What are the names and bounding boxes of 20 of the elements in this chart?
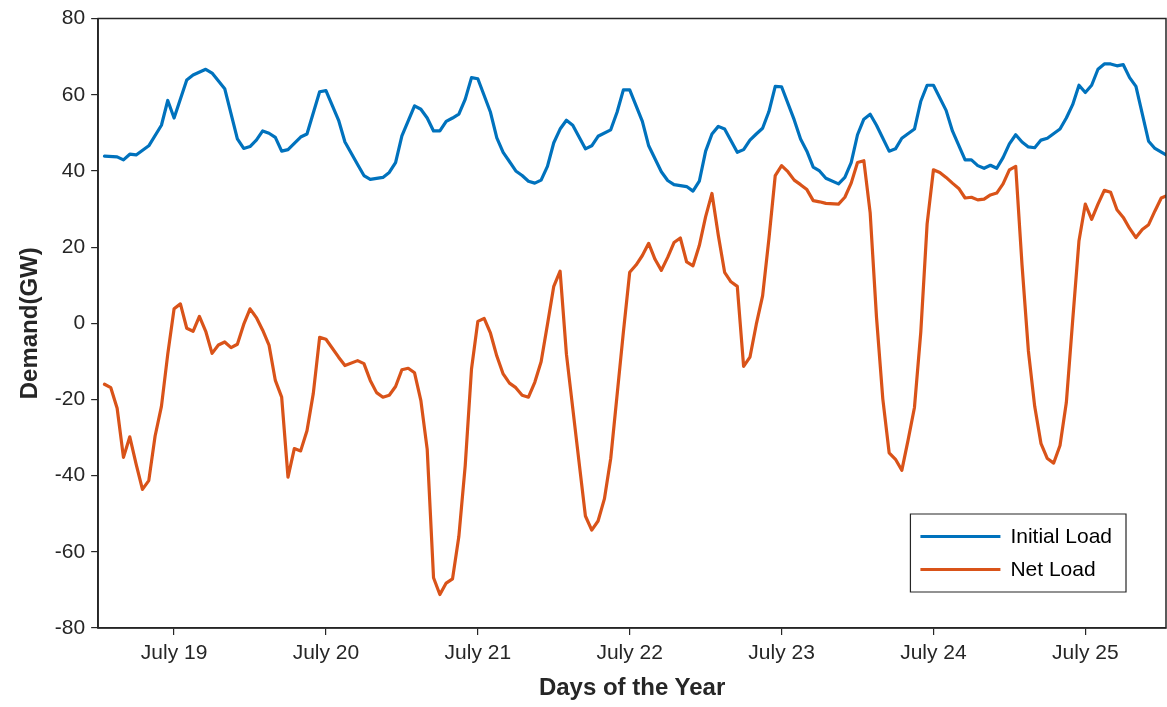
- y-tick-label: 20: [61, 233, 86, 257]
- y-tick-label: -40: [54, 462, 86, 486]
- y-tick-label: -20: [54, 386, 86, 410]
- x-tick-label: July 20: [292, 640, 360, 664]
- x-tick-label: July 21: [444, 640, 512, 664]
- y-tick-label: 40: [61, 157, 86, 181]
- y-tick-label: -80: [54, 614, 86, 638]
- y-tick-label: 80: [61, 5, 86, 29]
- x-tick-label: July 22: [596, 640, 663, 664]
- x-tick-label: July 24: [900, 640, 968, 664]
- x-tick-label: July 25: [1052, 640, 1119, 664]
- y-tick-label: 0: [73, 310, 86, 334]
- legend-label: Initial Load: [1010, 524, 1112, 548]
- y-tick-label: -60: [54, 538, 86, 562]
- x-axis-title: Days of the Year: [538, 673, 726, 701]
- y-tick-label: 60: [61, 81, 86, 105]
- legend-label: Net Load: [1010, 557, 1096, 581]
- x-tick-label: July 19: [140, 640, 208, 664]
- y-axis-title: Demand(GW): [15, 247, 43, 400]
- x-tick-label: July 23: [748, 640, 815, 664]
